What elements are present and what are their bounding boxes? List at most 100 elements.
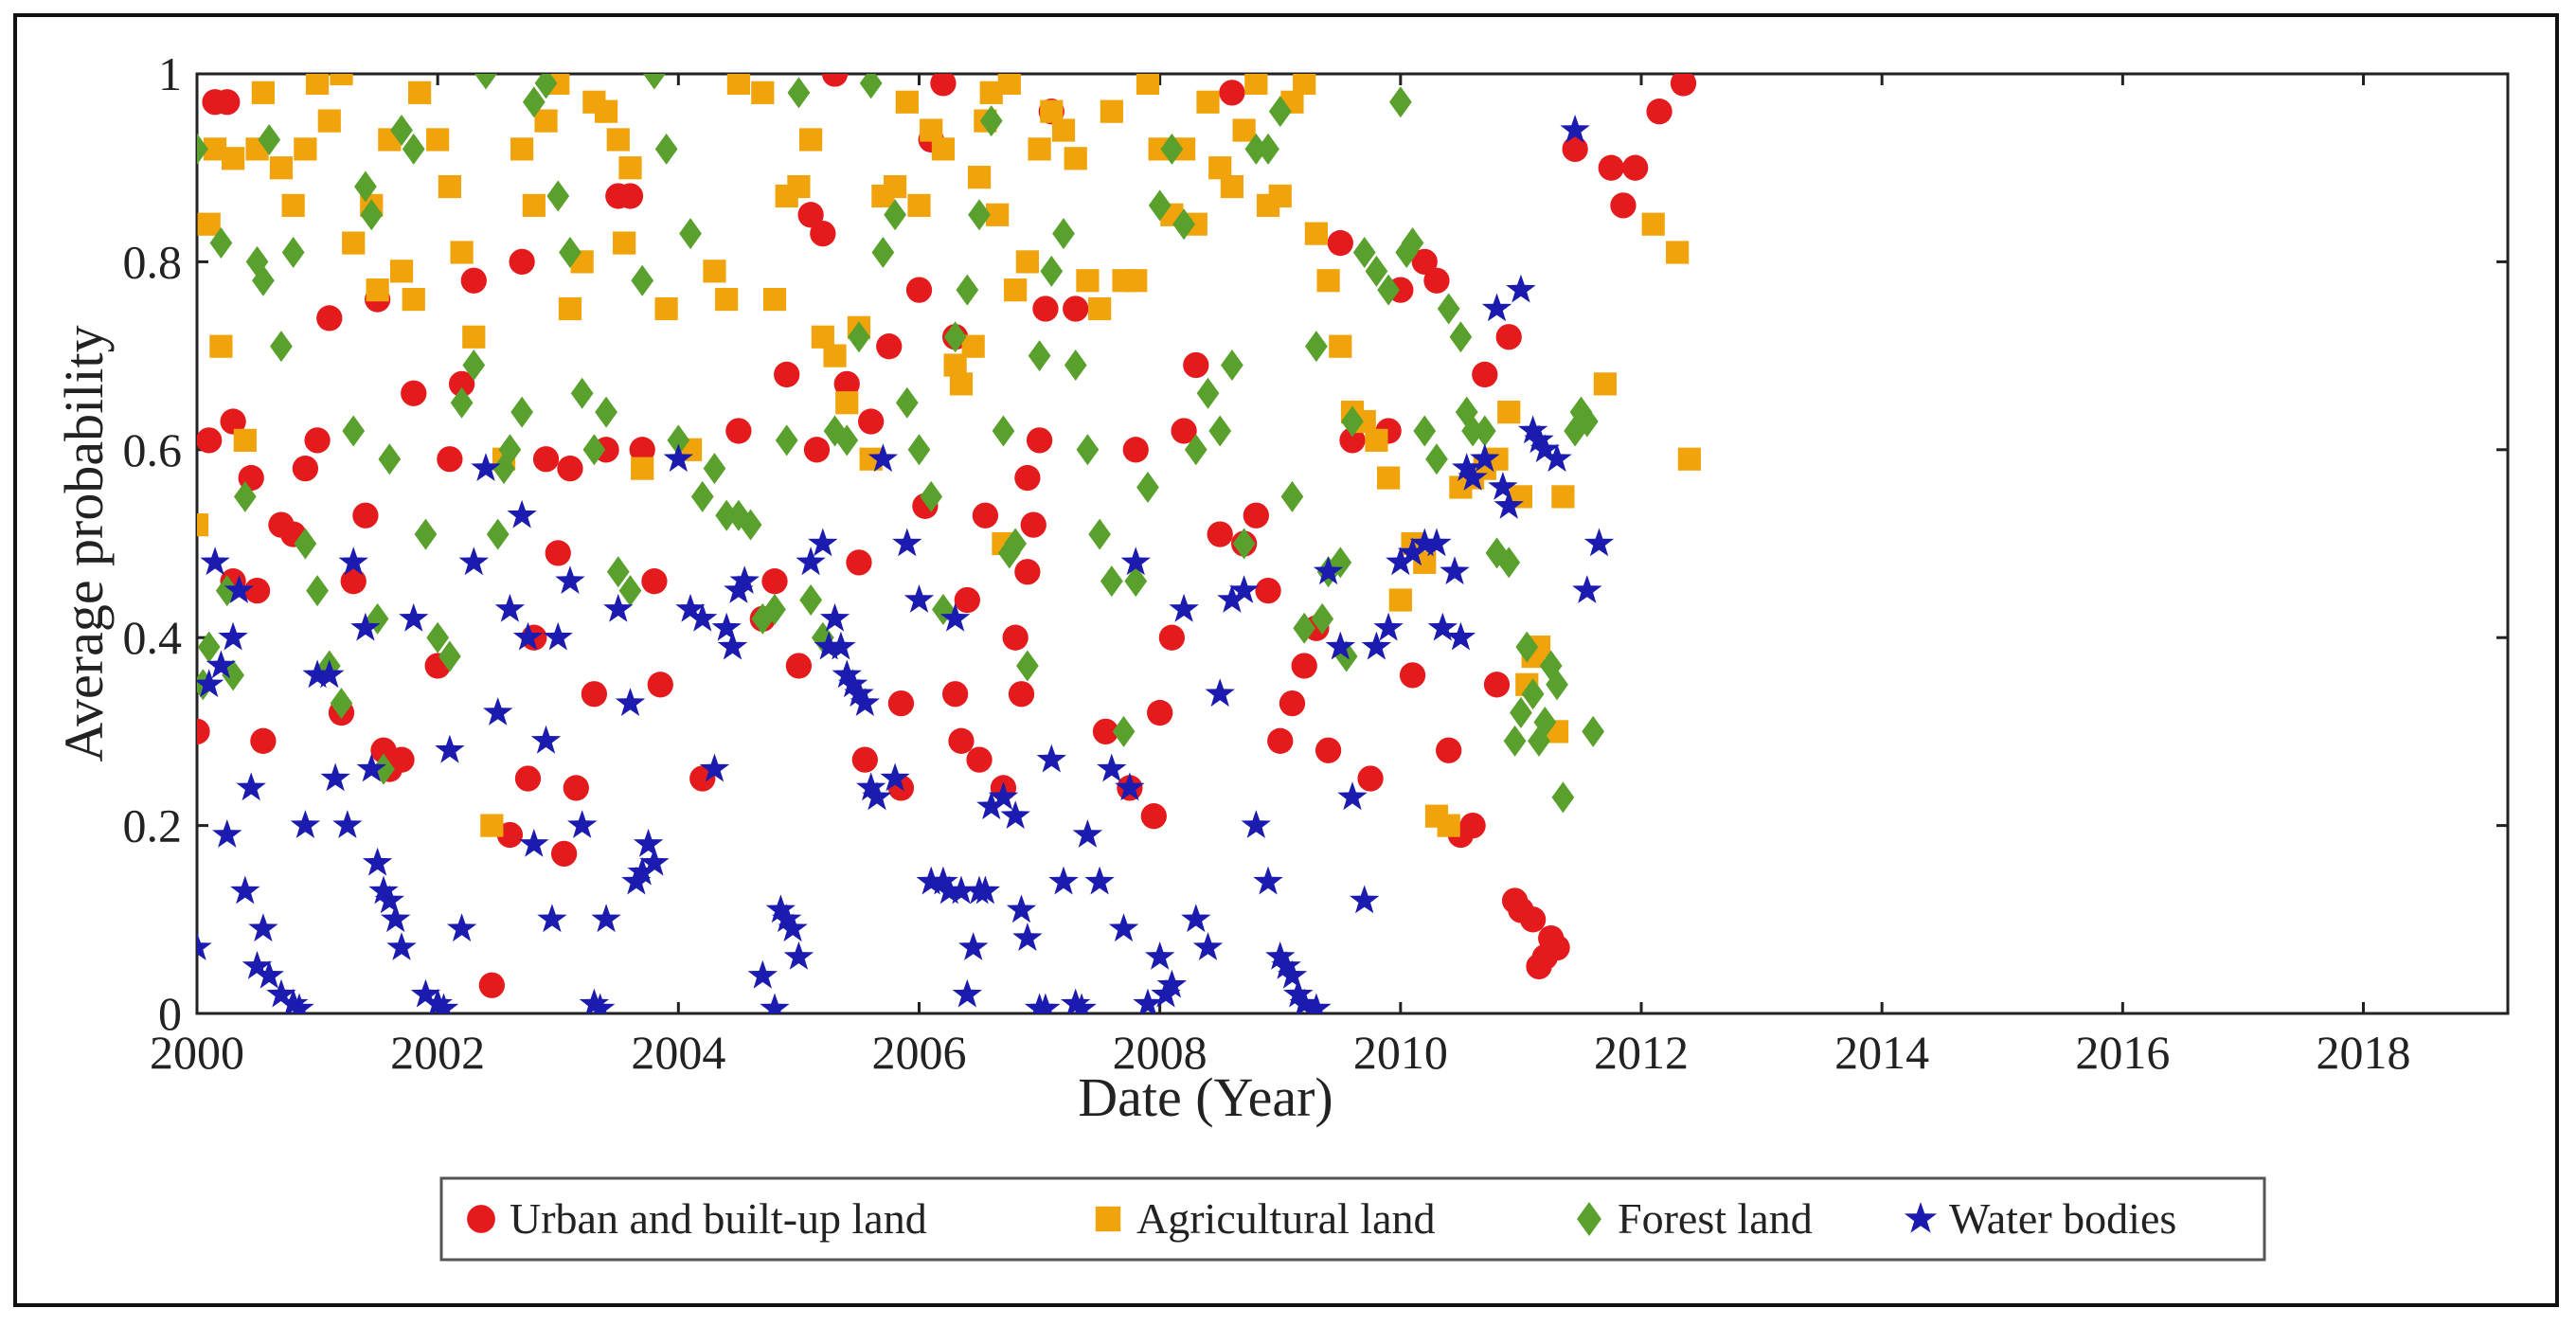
legend-box [439, 1176, 2266, 1262]
forest-land-point [1425, 443, 1448, 475]
forest-land-point [1341, 405, 1364, 438]
agricultural-land-point [907, 193, 931, 217]
water-bodies-point [1530, 434, 1560, 463]
legend: Urban and built-up land Agricultural land… [439, 1176, 2266, 1262]
urban-and-built-up-land-point [954, 586, 980, 614]
urban-and-built-up-land-point [1459, 812, 1486, 839]
forest-land-point [426, 621, 450, 654]
forest-land-point [1172, 208, 1195, 241]
x-tick-label: 2000 [150, 1026, 244, 1079]
agricultural-land-point [317, 109, 341, 133]
urban-and-built-up-land-point [1207, 521, 1233, 547]
forest-land-point [1503, 725, 1527, 757]
forest-land-point [1196, 377, 1220, 409]
y-tick-label: 0.2 [123, 799, 183, 852]
x-tick-labels: 2000 2002 2004 2006 2008 2010 2012 2014 2016 2018 [150, 1026, 2411, 1079]
urban-and-built-up-land-point [496, 821, 524, 849]
urban-and-built-up-land-point [545, 540, 571, 566]
forest-land-point [1510, 697, 1532, 729]
urban-and-built-up-land-point [197, 427, 223, 454]
forest-land-point [197, 133, 208, 165]
forest-land-point [306, 575, 329, 607]
forest-land-point [354, 170, 377, 203]
urban-and-built-up-land-point [1267, 727, 1294, 754]
water-bodies-point [946, 875, 976, 905]
agricultural-land-point [197, 212, 221, 236]
forest-land-point [1208, 415, 1232, 447]
water-bodies-point [374, 885, 404, 914]
urban-and-built-up-land-point [448, 370, 475, 397]
agricultural-land-point [931, 137, 956, 161]
forest-land-point [1329, 547, 1352, 579]
urban-and-built-up-land-point [304, 427, 331, 454]
data-points [197, 74, 1701, 1013]
forest-land-point [1004, 528, 1028, 560]
forest-land-point [1088, 518, 1112, 550]
y-tick-labels: 0 0.2 0.4 0.6 0.8 1 [123, 47, 183, 1040]
agricultural-land-point [294, 137, 317, 161]
water-bodies-point [338, 547, 368, 576]
water-bodies-point [1217, 584, 1247, 613]
forest-land-point [1257, 133, 1279, 165]
urban-and-built-up-land-point [340, 568, 367, 595]
forest-land-point [1244, 133, 1268, 165]
agricultural-land-point [1677, 447, 1701, 471]
axes-ticks [195, 72, 2508, 1015]
water-bodies-point [778, 913, 808, 942]
urban-and-built-up-land-point [851, 746, 878, 773]
forest-land-point [1076, 434, 1100, 466]
forest-land-point [1015, 650, 1039, 682]
agricultural-land-point [1088, 296, 1112, 321]
urban-and-built-up-land-point [1339, 427, 1366, 454]
forest-land-point [258, 123, 281, 155]
water-bodies-point [368, 875, 399, 905]
water-bodies-point [1097, 753, 1127, 782]
forest-land-point [1569, 396, 1593, 428]
water-bodies-point [254, 959, 284, 989]
forest-land-point [402, 133, 425, 165]
water-bodies-point [483, 697, 513, 726]
agricultural-land-point [1076, 269, 1100, 293]
urban-and-built-up-land-point [833, 370, 860, 397]
urban-and-built-up-land-point [905, 277, 933, 303]
forest-land-point [1413, 415, 1437, 447]
water-bodies-point [1145, 941, 1175, 970]
legend-label-urban-and-built-up-land: Urban and built-up land [510, 1194, 927, 1243]
water-bodies-point [1422, 528, 1452, 557]
water-bodies-point [290, 810, 321, 838]
water-bodies-point [266, 978, 296, 1008]
water-bodies-point [976, 791, 1007, 820]
urban-and-built-up-land-point [352, 502, 379, 529]
urban-and-built-up-land-point [803, 437, 831, 463]
agricultural-land-point [613, 231, 636, 255]
water-bodies-point [1205, 678, 1235, 708]
water-bodies-point [530, 725, 562, 754]
forest-land-point [1100, 565, 1123, 598]
urban-and-built-up-land-point [858, 408, 885, 435]
x-tick-label: 2006 [872, 1026, 967, 1079]
urban-and-built-up-land-point [930, 74, 957, 97]
forest-land-point [799, 584, 823, 617]
forest-land-point [1515, 631, 1539, 663]
water-bodies-point [783, 941, 814, 970]
urban-and-built-up-land-point [250, 727, 277, 754]
water-bodies-point [585, 993, 616, 1013]
forest-land-point [1437, 293, 1460, 325]
legend-label-forest-land: Forest land [1618, 1194, 1813, 1243]
forest-land-point [1221, 349, 1243, 382]
scatter-chart: 2000 2002 2004 2006 2008 2010 2012 2014 2016 2018… [53, 47, 2510, 1262]
water-bodies-point [760, 993, 790, 1013]
urban-and-built-up-land-point [1014, 464, 1041, 492]
urban-and-built-up-land-point [876, 333, 903, 360]
water-bodies-point [1277, 959, 1308, 989]
urban-and-built-up-land-point [617, 183, 644, 209]
urban-and-built-up-land-point [797, 202, 824, 228]
urban-and-built-up-land-point [1315, 737, 1342, 763]
water-bodies-point [218, 621, 248, 651]
y-tick-label: 1 [158, 47, 182, 100]
agricultural-land-point [835, 391, 859, 415]
forest-land-point [920, 480, 943, 512]
forest-land-point [979, 105, 1003, 137]
agricultural-land-point [883, 174, 907, 199]
water-bodies-point [729, 565, 760, 594]
